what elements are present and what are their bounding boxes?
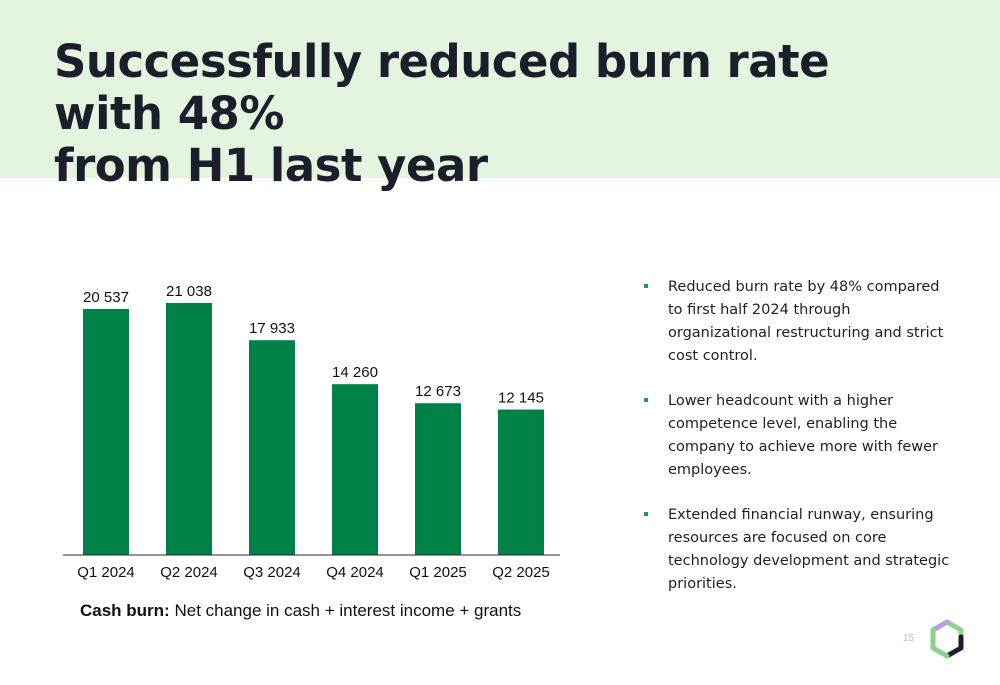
x-tick-label: Q1 2025 bbox=[409, 564, 467, 581]
key-point-text: Reduced burn rate by 48% compared to fir… bbox=[668, 279, 944, 364]
bar-value-label: 14 260 bbox=[332, 364, 378, 381]
bars-group bbox=[83, 303, 544, 555]
key-point-item: Reduced burn rate by 48% compared to fir… bbox=[644, 276, 954, 368]
title-line-2: from H1 last year bbox=[54, 139, 488, 192]
bar-q1-2024 bbox=[83, 309, 129, 555]
x-tick-label: Q2 2025 bbox=[492, 564, 550, 581]
x-tick-label: Q4 2024 bbox=[326, 564, 384, 581]
page-title: Successfully reduced burn rate with 48% … bbox=[54, 36, 914, 192]
bar-value-label: 20 537 bbox=[83, 289, 129, 306]
value-labels-group: 20 537 21 038 17 933 14 260 12 673 12 145 bbox=[83, 283, 544, 407]
footnote-text: Net change in cash + interest income + g… bbox=[169, 601, 522, 620]
x-tick-label: Q3 2024 bbox=[243, 564, 301, 581]
footnote-label: Cash burn: bbox=[80, 601, 170, 620]
bar-q4-2024 bbox=[332, 384, 378, 555]
x-tick-label: Q2 2024 bbox=[160, 564, 218, 581]
bar-value-label: 12 673 bbox=[415, 383, 461, 400]
bar-q1-2025 bbox=[415, 403, 461, 555]
chart-footnote: Cash burn: Net change in cash + interest… bbox=[80, 601, 521, 621]
bar-value-label: 12 145 bbox=[498, 390, 544, 407]
key-point-text: Extended financial runway, ensuring reso… bbox=[668, 507, 950, 592]
bar-q2-2025 bbox=[498, 409, 544, 555]
bar-q3-2024 bbox=[249, 340, 295, 555]
bar-q2-2024 bbox=[166, 303, 212, 555]
bar-value-label: 21 038 bbox=[166, 283, 212, 300]
square-bullet-icon bbox=[644, 512, 648, 516]
page-number: 15 bbox=[903, 633, 915, 644]
square-bullet-icon bbox=[644, 284, 648, 288]
x-tick-labels-group: Q1 2024 Q2 2024 Q3 2024 Q4 2024 Q1 2025 Q2 20… bbox=[77, 564, 550, 581]
key-point-text: Lower headcount with a higher competence… bbox=[668, 393, 939, 478]
header-band bbox=[0, 0, 1000, 178]
key-points-list: Reduced burn rate by 48% compared to fir… bbox=[644, 276, 954, 618]
x-tick-label: Q1 2024 bbox=[77, 564, 135, 581]
hexagon-logo-icon bbox=[930, 619, 964, 659]
square-bullet-icon bbox=[644, 398, 648, 402]
key-point-item: Lower headcount with a higher competence… bbox=[644, 390, 954, 482]
key-point-item: Extended financial runway, ensuring reso… bbox=[644, 504, 954, 596]
title-line-1: Successfully reduced burn rate with 48% bbox=[54, 35, 830, 140]
bar-value-label: 17 933 bbox=[249, 320, 295, 337]
